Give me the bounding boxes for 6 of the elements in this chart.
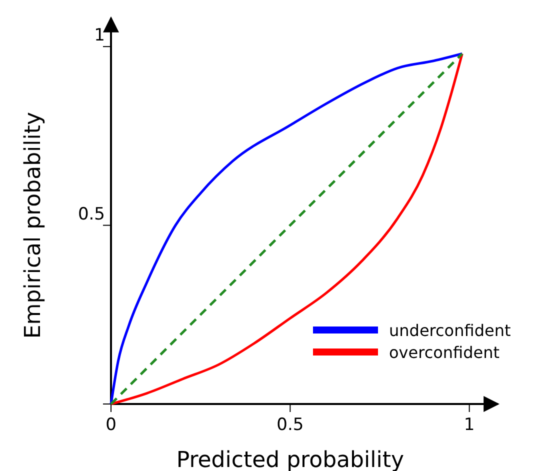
y-axis-title: Empirical probability: [21, 112, 46, 339]
x-tick-label: 1: [464, 415, 475, 435]
x-tick-label: 0: [106, 415, 116, 435]
legend-label: underconfident: [389, 321, 511, 340]
x-tick-label: 0.5: [276, 415, 304, 435]
legend-label: overconfident: [389, 343, 500, 362]
